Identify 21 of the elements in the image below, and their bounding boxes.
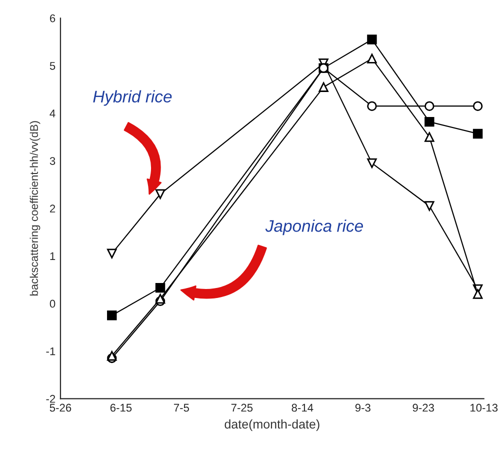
x-tick-label: 10-13 [470,404,498,412]
y-tick-label: 5 [50,62,56,70]
y-tick-label: 2 [50,204,56,212]
y-tick-label: -1 [46,347,56,356]
x-tick-label: 9-23 [412,404,434,412]
x-tick-label: 5-26 [50,404,72,412]
y-tick-label: 1 [50,252,56,260]
x-axis-title: date(month-date) [224,419,320,432]
x-tick-label: 6-15 [110,404,132,412]
x-tick-label: 8-14 [292,404,314,412]
annotation: Japonica rice [265,220,363,236]
y-tick-label: -2 [46,394,56,403]
x-tick-label: 9-3 [355,404,370,412]
x-tick-label: 7-25 [231,404,253,412]
x-tick-label: 7-5 [174,404,190,412]
y-tick-label: 4 [50,110,56,118]
y-axis-title: backscattering coefficient-hh/vv(dB) [30,121,40,296]
annotation: Hybrid rice [93,90,172,106]
y-tick-label: 0 [50,300,56,308]
y-tick-label: 6 [50,14,56,22]
y-tick-label: 3 [50,157,56,165]
